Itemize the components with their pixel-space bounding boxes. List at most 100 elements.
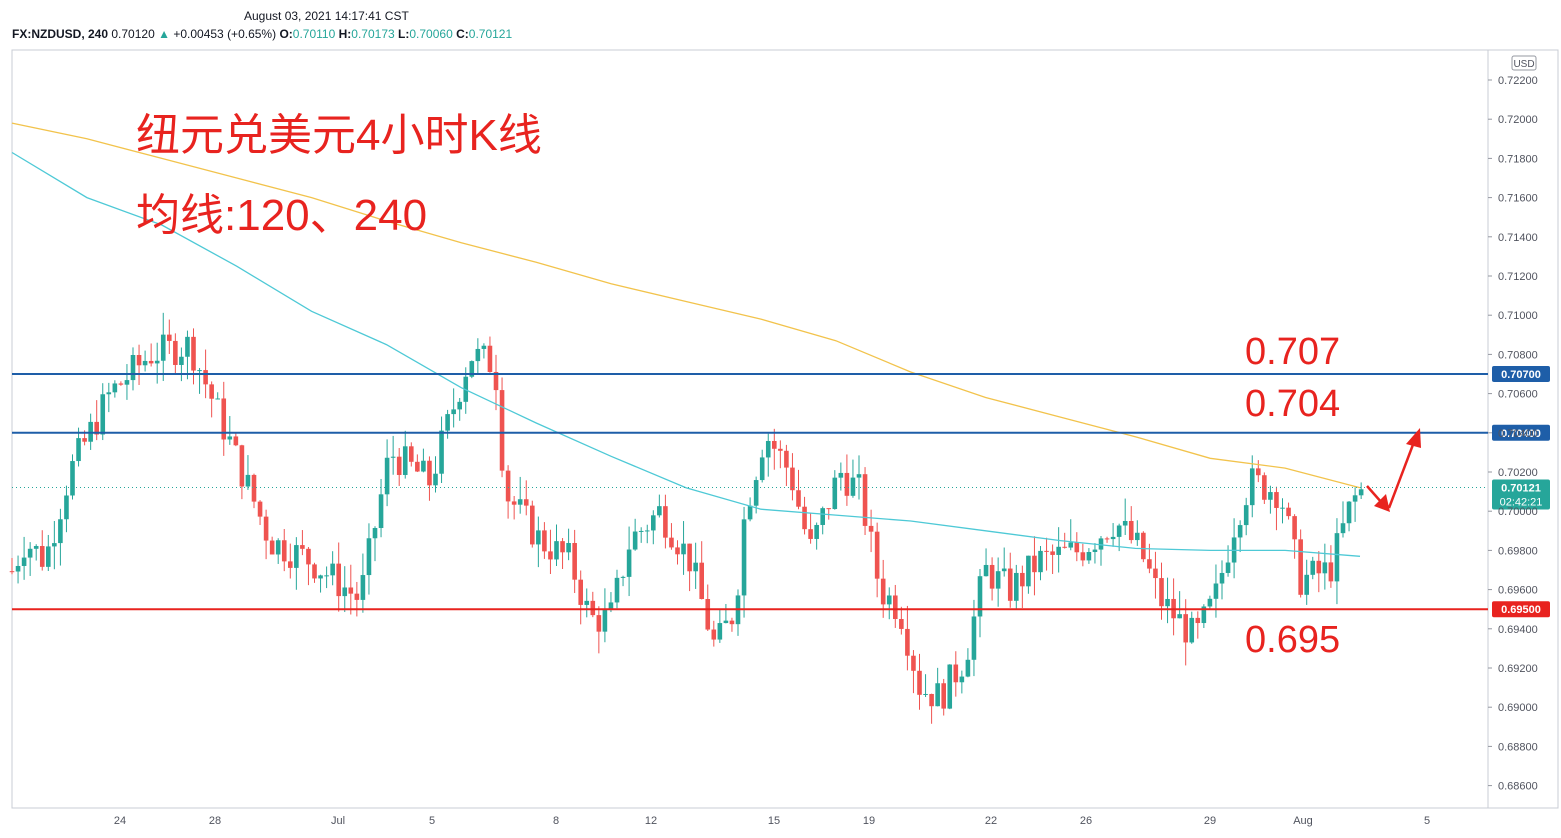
- candle: [1207, 595, 1213, 610]
- candle-body: [167, 334, 172, 341]
- candle: [917, 653, 922, 710]
- candle: [1104, 536, 1110, 543]
- timestamp: August 03, 2021 14:17:41 CST: [244, 9, 409, 23]
- candle-body: [1256, 468, 1261, 476]
- candle: [874, 522, 880, 598]
- y-tick-label: 0.71400: [1498, 232, 1538, 244]
- candle-body: [39, 546, 45, 567]
- candle: [772, 428, 777, 470]
- candle: [1262, 472, 1267, 504]
- candle: [330, 551, 335, 586]
- candle-body: [94, 421, 99, 435]
- candle: [257, 500, 263, 525]
- y-tick-label: 0.68800: [1498, 741, 1538, 753]
- candle-body: [1358, 489, 1364, 496]
- candle-body: [602, 610, 608, 632]
- candle: [953, 651, 959, 697]
- candle: [1026, 555, 1031, 594]
- candle: [475, 338, 481, 375]
- candle-body: [868, 525, 874, 532]
- candle: [838, 462, 844, 491]
- candle: [167, 319, 172, 354]
- candle: [1128, 506, 1134, 544]
- candle: [15, 555, 21, 584]
- candle-body: [663, 506, 668, 538]
- candle-body: [185, 336, 190, 357]
- candle: [1110, 523, 1116, 547]
- candle-body: [306, 548, 311, 565]
- candle: [705, 584, 711, 632]
- candle: [94, 400, 99, 441]
- candle-body: [233, 436, 239, 446]
- candle: [33, 544, 39, 561]
- candle-body: [560, 541, 565, 553]
- currency-badge[interactable]: [1511, 55, 1537, 71]
- candle: [832, 470, 838, 510]
- candle-body: [995, 571, 1001, 589]
- symbol-info[interactable]: FX:NZDUSD, 240 0.70120 ▲ +0.00453 (+0.65…: [12, 27, 512, 41]
- candle: [324, 566, 329, 589]
- candle-body: [1219, 572, 1225, 584]
- x-tick-label: 8: [553, 815, 559, 827]
- candle-body: [923, 693, 928, 695]
- candle: [1280, 498, 1285, 524]
- y-tick-label: 0.71000: [1498, 310, 1538, 322]
- candle-body: [747, 505, 753, 520]
- candle: [862, 467, 868, 535]
- candle-body: [1098, 538, 1104, 550]
- candle-body: [294, 545, 299, 568]
- candle-body: [626, 549, 632, 577]
- candle: [947, 664, 953, 710]
- candle-body: [148, 360, 154, 364]
- candle-body: [1316, 560, 1322, 574]
- candle: [1219, 560, 1225, 600]
- candle: [209, 381, 214, 418]
- candle-body: [263, 516, 269, 541]
- candle: [578, 570, 583, 625]
- candle-body: [977, 576, 983, 617]
- candle-body: [1292, 516, 1297, 540]
- candle: [923, 674, 928, 698]
- symbol-label[interactable]: FX:NZDUSD, 240: [12, 27, 109, 41]
- candle-body: [239, 445, 245, 487]
- candle: [941, 678, 946, 716]
- candle-body: [850, 477, 856, 496]
- candle-body: [1340, 523, 1346, 534]
- candle-body: [681, 543, 686, 555]
- candle-body: [1201, 606, 1207, 624]
- candle-body: [493, 371, 499, 391]
- low-label: L:: [398, 27, 410, 41]
- candle: [427, 456, 432, 501]
- candle: [27, 542, 33, 576]
- candle-body: [511, 501, 517, 505]
- candle-body: [1080, 552, 1086, 561]
- candle-body: [651, 515, 656, 531]
- candle: [21, 536, 27, 580]
- y-tick-label: 0.69400: [1498, 624, 1538, 636]
- candle-body: [1183, 614, 1188, 643]
- y-tick-label: 0.70400: [1498, 428, 1538, 440]
- candle: [58, 508, 63, 566]
- candle: [663, 494, 668, 549]
- x-tick-label: 5: [429, 815, 435, 827]
- high-value: 0.70173: [351, 27, 395, 41]
- candle-body: [523, 499, 529, 506]
- candle: [1322, 543, 1328, 590]
- candle-body: [58, 519, 63, 544]
- candle-body: [487, 345, 493, 372]
- candle-body: [154, 360, 160, 364]
- candle-body: [33, 546, 39, 549]
- candle-body: [82, 438, 87, 442]
- candle-body: [644, 530, 650, 532]
- candle-body: [983, 564, 989, 577]
- candle: [983, 548, 989, 577]
- candle: [1183, 599, 1188, 666]
- candle: [1050, 544, 1055, 574]
- open-label: O:: [279, 27, 293, 41]
- candle-body: [203, 370, 208, 385]
- candle: [1020, 565, 1025, 609]
- x-tick-label: 29: [1204, 815, 1216, 827]
- candle: [100, 383, 106, 441]
- candle-body: [1286, 507, 1291, 517]
